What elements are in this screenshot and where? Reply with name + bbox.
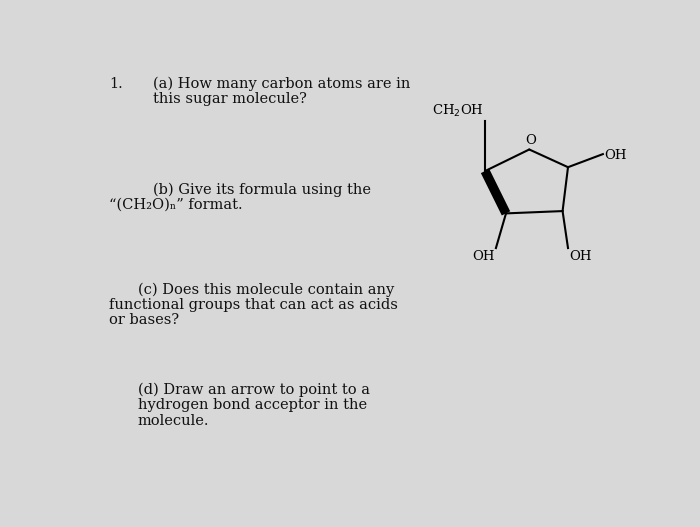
Text: OH: OH	[604, 149, 627, 162]
Text: OH: OH	[570, 250, 592, 264]
Text: OH: OH	[472, 250, 494, 264]
Text: (b) Give its formula using the: (b) Give its formula using the	[153, 182, 372, 197]
Text: molecule.: molecule.	[138, 414, 209, 427]
Text: functional groups that can act as acids: functional groups that can act as acids	[109, 298, 398, 312]
Text: this sugar molecule?: this sugar molecule?	[153, 93, 307, 106]
Text: or bases?: or bases?	[109, 314, 179, 327]
Text: (a) How many carbon atoms are in: (a) How many carbon atoms are in	[153, 77, 411, 92]
Text: CH$_2$OH: CH$_2$OH	[432, 103, 484, 119]
Text: hydrogen bond acceptor in the: hydrogen bond acceptor in the	[138, 398, 367, 412]
Text: (c) Does this molecule contain any: (c) Does this molecule contain any	[138, 282, 394, 297]
Text: (d) Draw an arrow to point to a: (d) Draw an arrow to point to a	[138, 383, 370, 397]
Text: 1.: 1.	[109, 77, 123, 91]
Text: O: O	[526, 134, 536, 147]
Text: “(CH₂O)ₙ” format.: “(CH₂O)ₙ” format.	[109, 198, 243, 212]
